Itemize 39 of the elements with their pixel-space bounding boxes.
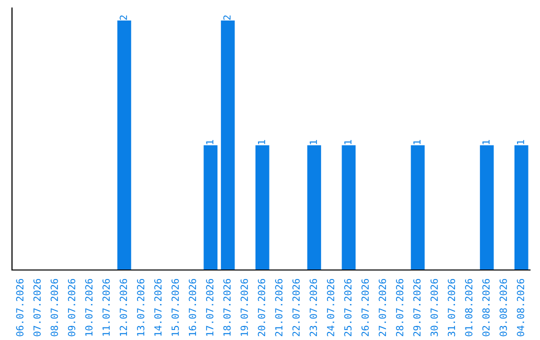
x-tick-label: 21.07.2026 <box>275 278 282 336</box>
x-tick-label: 20.07.2026 <box>258 278 266 336</box>
data-label: 1 <box>206 140 214 144</box>
x-tick-label: 08.07.2026 <box>50 278 58 336</box>
x-tick-label: 14.07.2026 <box>154 278 162 336</box>
data-label: 1 <box>482 140 490 144</box>
data-label: 1 <box>516 140 524 144</box>
x-tick-label: 13.07.2026 <box>136 278 144 336</box>
data-label: 1 <box>413 140 420 144</box>
x-tick-label: 03.08.2026 <box>500 278 507 336</box>
x-tick-label: 24.07.2026 <box>326 278 334 336</box>
data-label: 2 <box>120 15 127 20</box>
x-tick-label: 01.08.2026 <box>465 278 472 336</box>
x-tick-label: 07.07.2026 <box>33 278 41 336</box>
x-tick-label: 28.07.2026 <box>396 278 404 336</box>
x-tick-label: 04.08.2026 <box>516 278 524 336</box>
x-tick-label: 17.07.2026 <box>206 278 214 336</box>
x-tick-label: 26.07.2026 <box>361 278 369 336</box>
data-label: 1 <box>258 140 266 144</box>
x-tick-label: 19.07.2026 <box>240 278 248 336</box>
x-tick-label: 10.07.2026 <box>85 278 93 336</box>
x-tick-label: 30.07.2026 <box>430 278 438 336</box>
x-tick-label: 29.07.2026 <box>413 278 421 336</box>
x-tick-label: 06.07.2026 <box>16 278 24 336</box>
data-label: 1 <box>344 140 352 144</box>
x-tick-label: 22.07.2026 <box>292 278 300 336</box>
data-label: 2 <box>223 15 231 20</box>
x-tick-label: 09.07.2026 <box>68 278 76 336</box>
x-tick-label: 27.07.2026 <box>378 278 386 336</box>
x-tick-label: 16.07.2026 <box>188 278 196 336</box>
x-tick-label: 23.07.2026 <box>310 278 318 336</box>
x-tick-label: 31.07.2026 <box>448 278 456 336</box>
x-tick-label: 02.08.2026 <box>482 278 490 336</box>
x-tick-label: 12.07.2026 <box>120 278 128 336</box>
data-label: 1 <box>310 140 317 144</box>
x-tick-label: 15.07.2026 <box>172 278 179 336</box>
x-tick-label: 25.07.2026 <box>344 278 352 336</box>
x-tick-label: 18.07.2026 <box>223 278 231 336</box>
x-tick-label: 11.07.2026 <box>102 278 110 336</box>
